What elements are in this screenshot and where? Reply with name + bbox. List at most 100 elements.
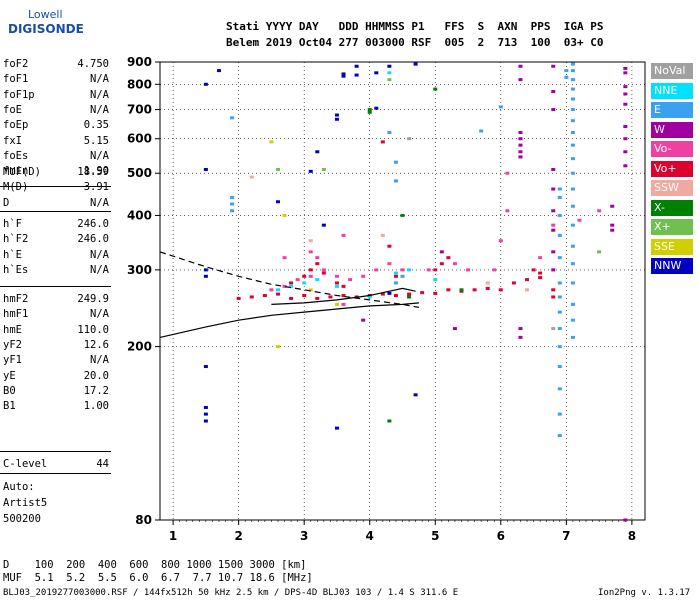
panel-separator (0, 451, 111, 452)
data-point-e (387, 131, 392, 135)
data-point-nnw (203, 274, 208, 278)
data-point-vo (505, 171, 510, 175)
data-point-w (623, 164, 628, 168)
data-point-w (610, 204, 615, 208)
param-d: D N/A (3, 197, 109, 211)
data-point-nnw (341, 72, 346, 76)
y-tick-label: 600 (127, 132, 152, 146)
param-value: N/A (90, 308, 109, 321)
data-point-e (557, 387, 562, 391)
data-point-nnw (374, 106, 379, 110)
param-label: hmE (3, 323, 22, 336)
y-tick-label: 200 (127, 340, 152, 354)
data-point-w (551, 250, 556, 254)
data-point-x (387, 78, 392, 82)
param-value: 1.90 (83, 165, 109, 178)
param-value: 17.2 (83, 384, 109, 397)
data-point-nnw (387, 64, 392, 68)
data-point-e (570, 97, 575, 101)
data-point-w (551, 167, 556, 171)
y-tick-label: 800 (127, 77, 152, 91)
data-point-e (400, 274, 405, 278)
data-point-vo (511, 281, 516, 285)
data-point-w (623, 71, 628, 75)
data-point-vo (302, 274, 307, 278)
data-point-x (367, 110, 372, 114)
data-point-w (439, 250, 444, 254)
data-point-vo (551, 223, 556, 227)
param-label: yE (3, 369, 16, 382)
data-point-e (498, 105, 503, 109)
panel-separator (0, 473, 111, 474)
param-label: foF1p (3, 88, 35, 101)
x-tick-label: 6 (497, 529, 505, 543)
data-point-sse (269, 140, 274, 144)
data-point-e (570, 119, 575, 123)
data-point-e (393, 179, 398, 183)
data-point-vo (446, 256, 451, 260)
data-point-nnw (203, 405, 208, 409)
data-point-nnw (203, 82, 208, 86)
data-point-e (570, 87, 575, 91)
param-fxi: fxI 5.15 (3, 135, 109, 149)
data-point-e (557, 213, 562, 217)
footer-version: Ion2Png v. 1.3.17 (598, 588, 691, 598)
legend-item-vo: Vo+ (651, 160, 693, 177)
data-point-w (623, 137, 628, 141)
data-point-vo (446, 288, 451, 292)
param-ye: yE 20.0 (3, 370, 109, 384)
param-value: 18.59 (77, 166, 109, 178)
data-point-nne (302, 281, 307, 285)
data-point-nnw (315, 150, 320, 154)
data-point-vo (531, 268, 536, 272)
data-point-nnw (334, 117, 339, 121)
data-point-sse (308, 288, 313, 292)
data-point-e (557, 412, 562, 416)
data-point-nnw (216, 69, 221, 73)
param-value: 44 (96, 458, 109, 470)
data-point-e (557, 365, 562, 369)
y-tick-label: 900 (127, 55, 152, 69)
data-point-vo (400, 268, 405, 272)
param-label: h`F (3, 218, 22, 230)
data-point-nnw (413, 62, 418, 66)
data-point-vo (315, 262, 320, 266)
data-point-vo (262, 294, 267, 298)
data-point-e (564, 69, 569, 73)
data-point-vo (380, 292, 385, 296)
data-point-x (367, 108, 372, 112)
data-point-vo (466, 268, 471, 272)
data-point-vo (426, 268, 431, 272)
data-point-w (518, 335, 523, 339)
param-label: fxI (3, 134, 22, 147)
param-fof2: foF2 4.750 (3, 58, 109, 72)
param-clevel: C-level 44 (3, 458, 109, 472)
param-hmf1: hmF1 N/A (3, 308, 109, 322)
data-point-w (551, 209, 556, 213)
param-yf1: yF1 N/A (3, 354, 109, 368)
data-point-w (361, 318, 366, 322)
x-tick-label: 1 (169, 529, 177, 543)
data-point-nnw (308, 169, 313, 173)
data-point-w (551, 108, 556, 112)
param-value: 249.9 (77, 293, 109, 305)
data-point-x (400, 213, 405, 217)
param-foe: foE N/A (3, 104, 109, 118)
param-label: fmin (3, 165, 29, 178)
data-point-w (610, 223, 615, 227)
data-point-x (387, 419, 392, 423)
param-label: MUF(D) (3, 166, 41, 178)
data-point-e (230, 202, 235, 206)
data-point-nne (315, 278, 320, 282)
footer-muf-row: MUF 5.1 5.2 5.5 6.0 6.7 7.7 10.7 18.6 [M… (3, 572, 313, 584)
y-tick-label: 80 (135, 513, 152, 527)
data-point-e (570, 143, 575, 147)
legend-item-x: X+ (651, 219, 693, 235)
y-tick-label: 500 (127, 166, 152, 180)
data-point-e (570, 171, 575, 175)
data-point-e (557, 256, 562, 260)
data-point-vo (275, 292, 280, 296)
data-point-x (459, 288, 464, 292)
data-point-nnw (203, 167, 208, 171)
legend-item-vo: Vo- (651, 141, 693, 157)
